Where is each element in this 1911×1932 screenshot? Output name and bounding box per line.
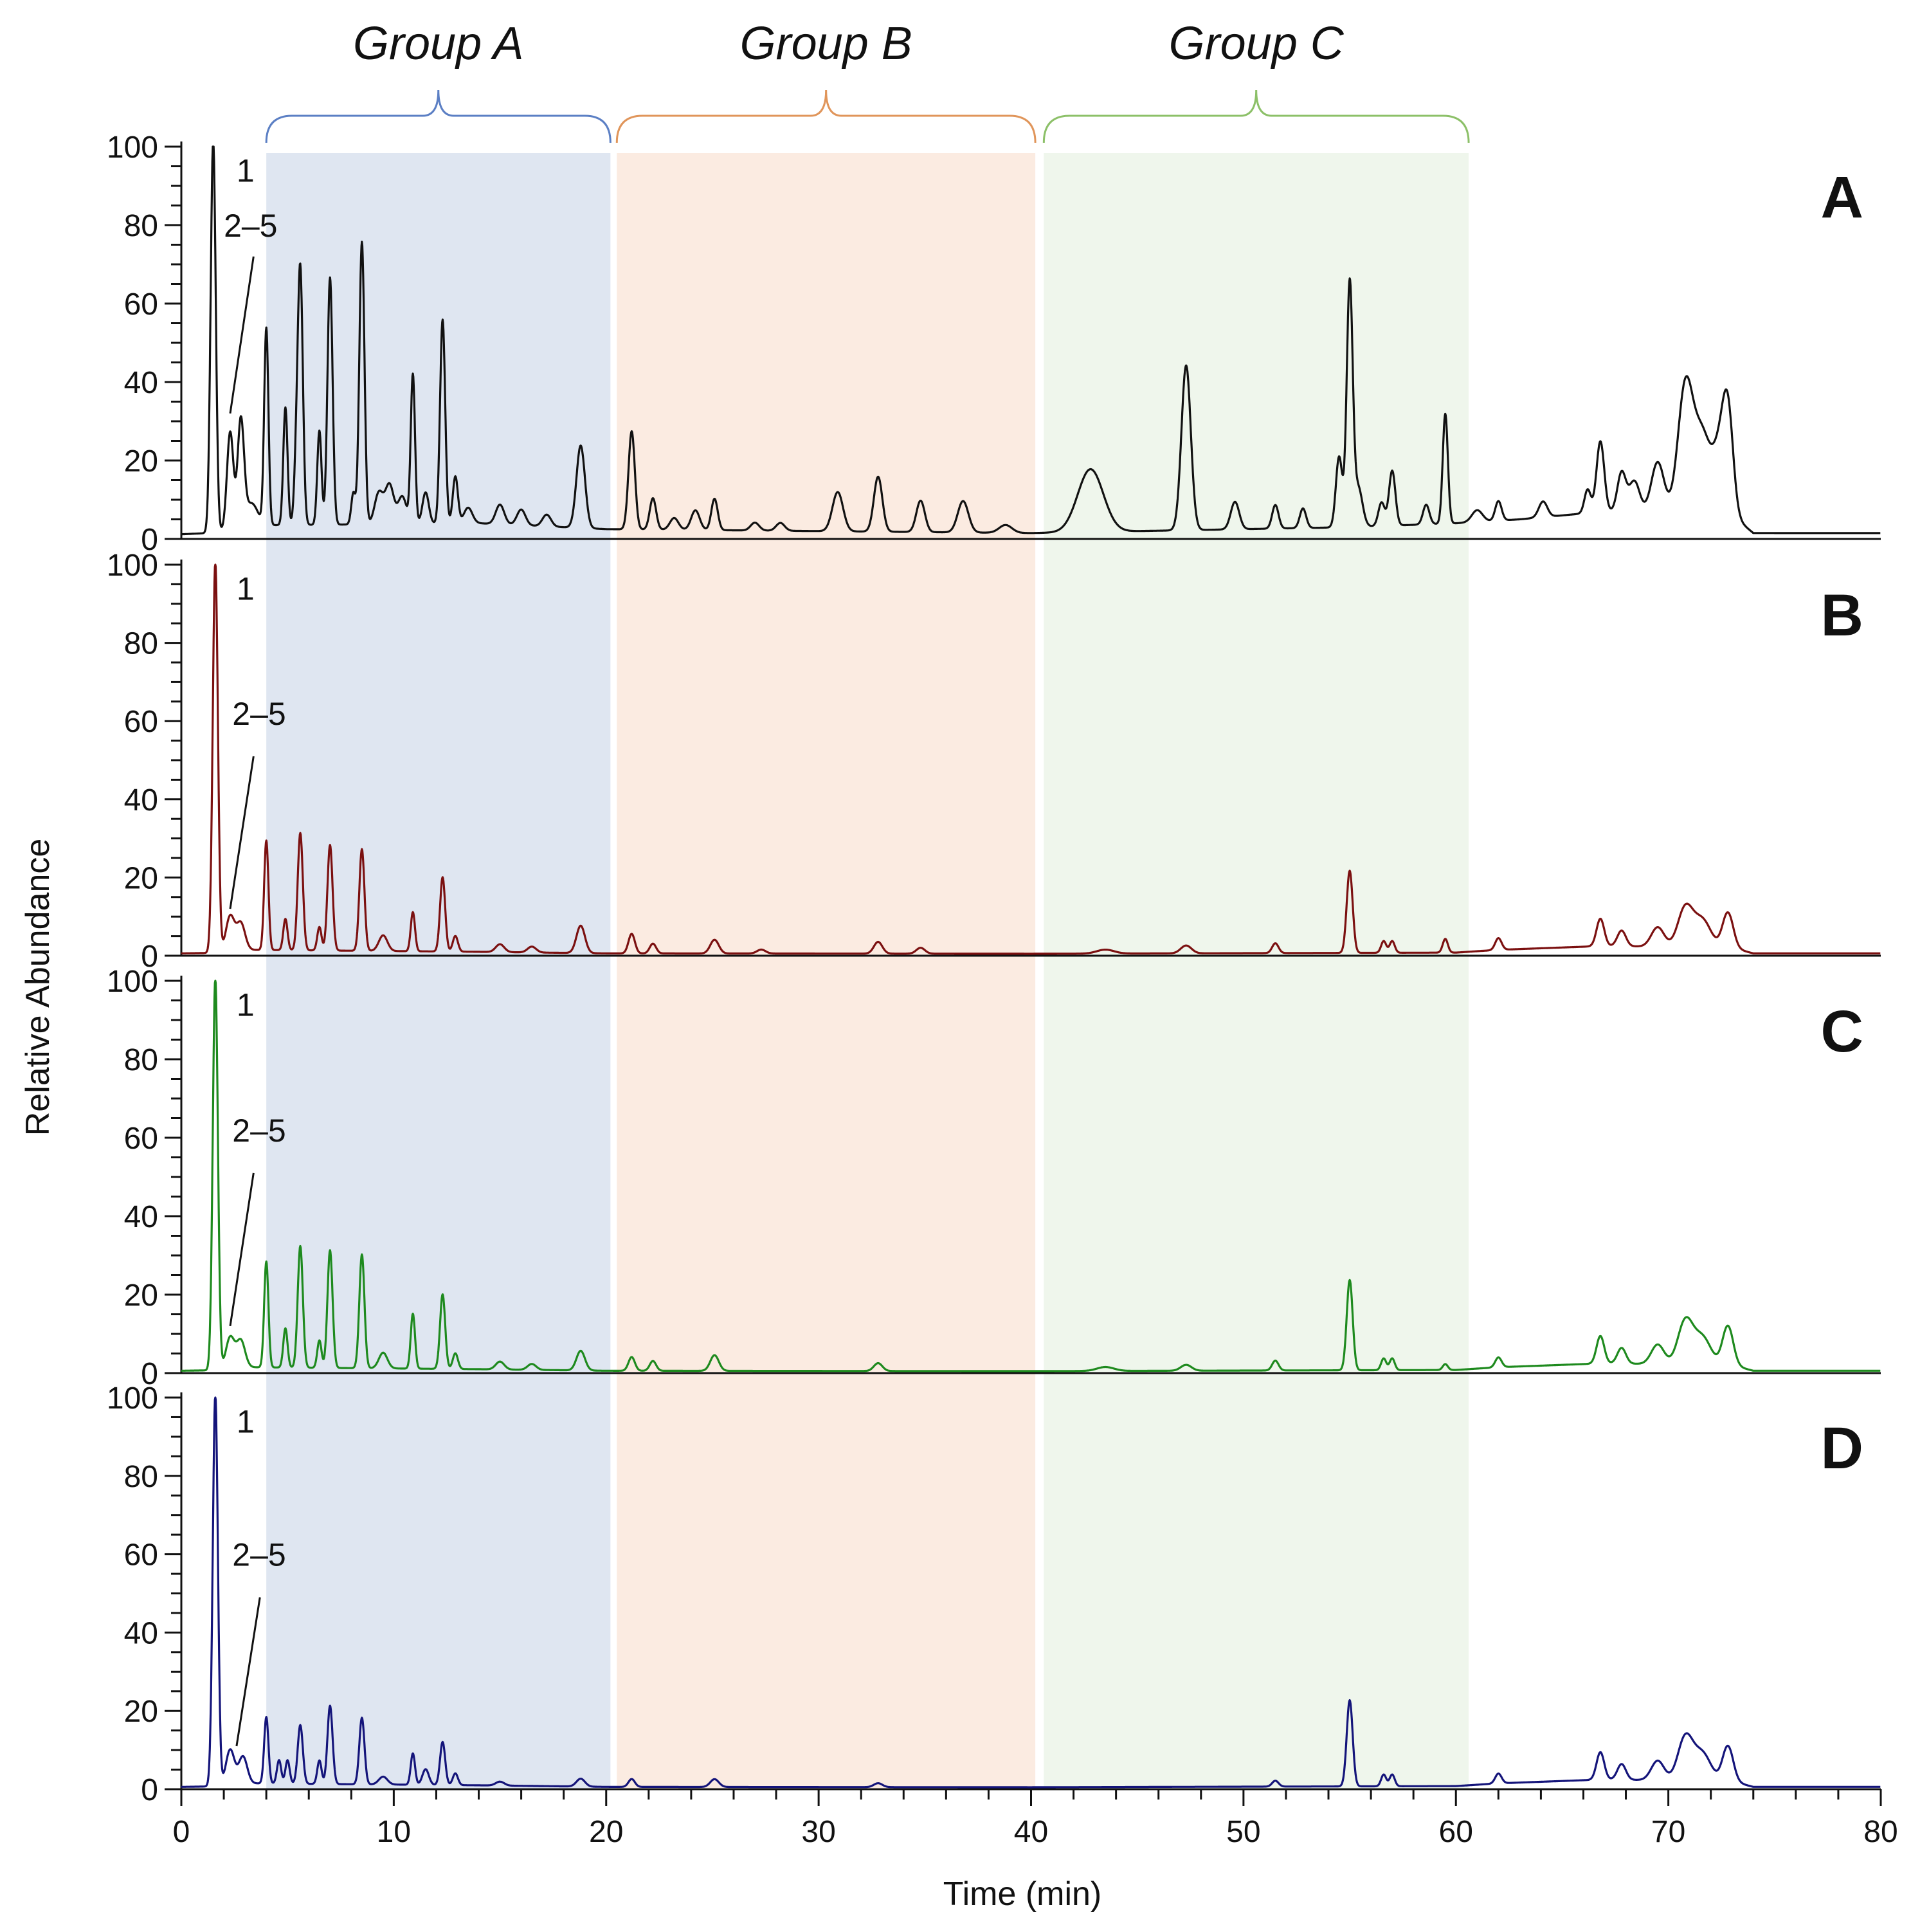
group-label-2: Group B bbox=[740, 18, 912, 69]
y-tick-label: 100 bbox=[107, 549, 158, 583]
y-tick-label: 100 bbox=[107, 1381, 158, 1416]
x-axis: 0 10 20 30 40 50 60 70 80 bbox=[173, 1789, 1898, 1849]
y-tick-label: 80 bbox=[124, 1460, 158, 1494]
chromatogram-trace-C bbox=[181, 980, 1881, 1372]
panel-C: 0 20 40 60 80 100 1 2–5 C bbox=[107, 965, 1881, 1391]
group-shade-3 bbox=[1044, 153, 1469, 1789]
x-tick-label: 80 bbox=[1863, 1815, 1897, 1849]
x-tick-label: 20 bbox=[589, 1815, 623, 1849]
y-tick-label: 80 bbox=[124, 209, 158, 243]
panel-B: 0 20 40 60 80 100 1 2–5 B bbox=[107, 549, 1881, 974]
group-shade-2 bbox=[617, 153, 1036, 1789]
annotation-leader-line bbox=[229, 256, 255, 414]
peak-annotation: 1 bbox=[237, 570, 255, 606]
annotation-leader-line bbox=[235, 1597, 261, 1747]
annotation-leader-line bbox=[229, 756, 255, 909]
y-tick-label: 0 bbox=[141, 1773, 158, 1807]
y-axis-title: Relative Abundance bbox=[19, 839, 57, 1136]
x-tick-label: 50 bbox=[1226, 1815, 1260, 1849]
group-shade-1 bbox=[266, 153, 611, 1789]
chromatogram-trace-D bbox=[181, 1396, 1881, 1789]
y-tick-label: 20 bbox=[124, 1695, 158, 1729]
group-label-1: Group A bbox=[353, 18, 523, 69]
y-tick-label: 40 bbox=[124, 1616, 158, 1650]
y-tick-label: 40 bbox=[124, 1200, 158, 1234]
group-shading-layer bbox=[266, 153, 1469, 1789]
x-tick-label: 70 bbox=[1651, 1815, 1685, 1849]
y-tick-label: 60 bbox=[124, 1538, 158, 1572]
y-tick-label: 100 bbox=[107, 965, 158, 999]
y-tick-label: 20 bbox=[124, 444, 158, 478]
y-tick-label: 0 bbox=[141, 523, 158, 557]
panels-layer: 0 20 40 60 80 100 1 2–5 A 0 20 40 60 80 100 1 2–5 B 0 20 40 6… bbox=[107, 131, 1881, 1807]
panel-letter-A: A bbox=[1821, 165, 1863, 230]
y-tick-label: 20 bbox=[124, 1279, 158, 1313]
peak-annotation: 2–5 bbox=[232, 1537, 285, 1573]
x-axis-title: Time (min) bbox=[943, 1875, 1102, 1913]
x-tick-label: 10 bbox=[377, 1815, 411, 1849]
x-tick-label: 40 bbox=[1014, 1815, 1048, 1849]
annotation-leader-line bbox=[229, 1172, 255, 1327]
peak-annotation: 2–5 bbox=[232, 696, 285, 732]
group-brace-layer: Group A Group B Group C bbox=[265, 18, 1470, 143]
y-tick-label: 0 bbox=[141, 1357, 158, 1391]
y-tick-label: 0 bbox=[141, 940, 158, 974]
peak-annotation: 1 bbox=[237, 153, 255, 189]
panel-A: 0 20 40 60 80 100 1 2–5 A bbox=[107, 131, 1881, 557]
peak-annotation: 1 bbox=[237, 1404, 255, 1440]
chromatogram-trace-B bbox=[181, 563, 1881, 955]
y-tick-label: 40 bbox=[124, 783, 158, 817]
panel-letter-B: B bbox=[1821, 583, 1863, 648]
group-brace-3 bbox=[1042, 89, 1470, 143]
group-brace-2 bbox=[615, 89, 1037, 143]
y-tick-label: 60 bbox=[124, 1122, 158, 1156]
x-tick-label: 60 bbox=[1439, 1815, 1473, 1849]
chromatogram-trace-A bbox=[181, 145, 1881, 536]
peak-annotation: 2–5 bbox=[224, 208, 277, 244]
y-tick-label: 20 bbox=[124, 861, 158, 895]
y-tick-label: 80 bbox=[124, 627, 158, 661]
peak-annotation: 1 bbox=[237, 987, 255, 1023]
y-tick-label: 40 bbox=[124, 366, 158, 400]
x-tick-label: 30 bbox=[801, 1815, 835, 1849]
y-tick-label: 100 bbox=[107, 131, 158, 165]
group-label-3: Group C bbox=[1169, 18, 1345, 69]
peak-annotation: 2–5 bbox=[232, 1113, 285, 1149]
group-brace-1 bbox=[265, 89, 611, 143]
y-tick-label: 60 bbox=[124, 705, 158, 739]
y-tick-label: 60 bbox=[124, 287, 158, 322]
y-tick-label: 80 bbox=[124, 1043, 158, 1077]
panel-letter-C: C bbox=[1821, 999, 1863, 1064]
panel-letter-D: D bbox=[1821, 1416, 1863, 1481]
x-tick-label: 0 bbox=[173, 1815, 190, 1849]
